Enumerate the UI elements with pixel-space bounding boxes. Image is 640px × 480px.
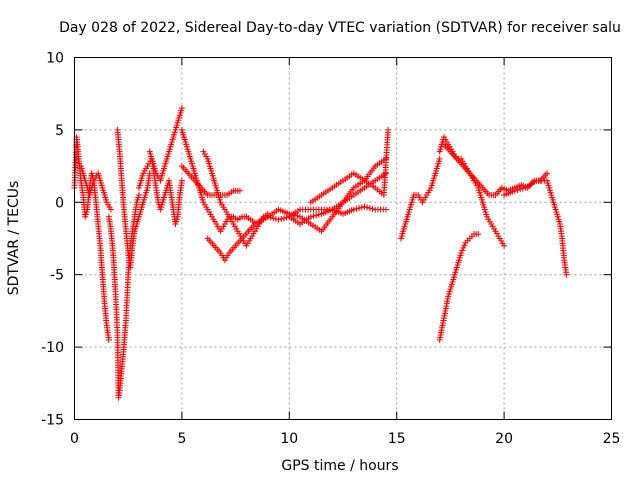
data-point-t13	[353, 205, 360, 212]
x-tick-label: 15	[388, 431, 406, 447]
data-point-t15	[436, 155, 443, 162]
data-point-t11	[313, 212, 320, 219]
y-axis-label: SDTVAR / TECUs	[6, 181, 22, 296]
data-point-t19	[563, 271, 570, 278]
data-point-t12	[294, 213, 301, 220]
data-point-t11	[278, 215, 285, 222]
data-point-t13	[361, 203, 368, 210]
data-point-t19	[519, 185, 526, 192]
data-point-t1	[105, 336, 112, 343]
grid-lines	[74, 57, 612, 420]
data-point-t13	[382, 206, 389, 213]
data-point-t17	[544, 170, 551, 177]
data-point-t11	[270, 215, 277, 222]
data-point-t13	[366, 205, 373, 212]
data-point-t18	[458, 249, 465, 256]
x-tick-labels: 0 5 10 15 20 25	[70, 431, 620, 447]
chart-title: Day 028 of 2022, Sidereal Day-to-day VTE…	[59, 20, 621, 36]
data-point-t2	[108, 206, 115, 213]
data-point-t13	[358, 204, 365, 211]
plot-frame	[74, 57, 612, 420]
data-point-t11	[307, 213, 314, 220]
axis-ticks	[74, 57, 612, 420]
data-point-t3	[135, 192, 142, 199]
data-point-t5	[178, 105, 185, 112]
y-tick-label: -15	[41, 413, 64, 429]
data-point-t13	[356, 205, 363, 212]
data-point-t18	[459, 247, 466, 254]
data-point-t8	[236, 187, 243, 194]
data-point-t18	[460, 244, 467, 251]
y-tick-label: 5	[55, 123, 64, 139]
data-point-t13	[369, 205, 376, 212]
data-points	[71, 105, 570, 401]
data-point-t13	[350, 206, 357, 213]
data-point-t11	[272, 215, 279, 222]
data-point-t11	[275, 216, 282, 223]
data-point-t19	[514, 186, 521, 193]
x-axis-label: GPS time / hours	[281, 458, 398, 474]
data-point-t19	[511, 187, 518, 194]
data-point-t6	[178, 177, 185, 184]
data-point-t11	[280, 215, 287, 222]
x-tick-label: 20	[495, 431, 513, 447]
data-point-t18	[475, 231, 482, 238]
data-point-t14	[385, 126, 392, 133]
data-point-t19	[517, 186, 524, 193]
x-tick-label: 0	[70, 431, 79, 447]
x-tick-label: 10	[280, 431, 298, 447]
y-tick-label: 10	[46, 51, 64, 67]
data-point-t13	[364, 204, 371, 211]
data-point-t16	[501, 242, 508, 249]
data-point-t11	[283, 214, 290, 221]
x-tick-label: 5	[177, 431, 186, 447]
data-point-t18	[461, 242, 468, 249]
y-tick-labels: -15 -10 -5 0 5 10	[41, 51, 64, 429]
y-tick-label: 0	[55, 195, 64, 211]
x-tick-label: 25	[603, 431, 621, 447]
data-point-t11	[310, 213, 317, 220]
data-point-t11	[315, 211, 322, 218]
y-tick-label: -10	[41, 340, 64, 356]
y-tick-label: -5	[50, 268, 64, 284]
